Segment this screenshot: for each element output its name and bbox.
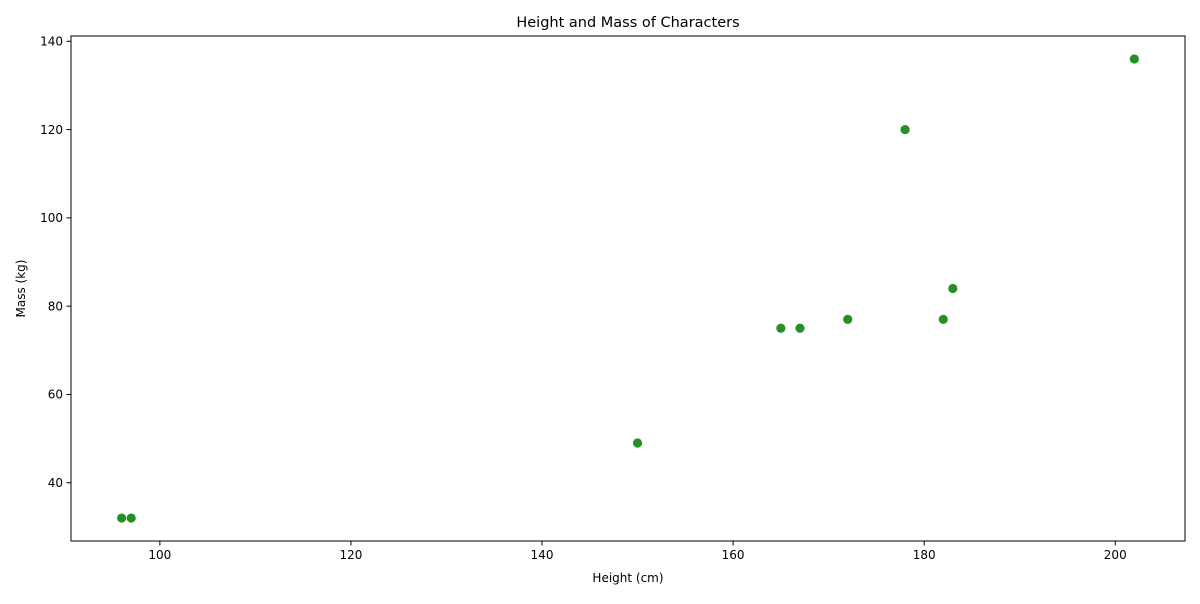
data-point-6: [776, 323, 786, 333]
data-point-1: [795, 323, 805, 333]
x-tick-label: 180: [913, 548, 936, 562]
x-axis-label: Height (cm): [592, 571, 663, 585]
y-tick-label: 40: [48, 476, 63, 490]
y-tick-label: 80: [48, 299, 63, 313]
data-point-8: [948, 283, 958, 294]
x-tick-label: 200: [1104, 548, 1127, 562]
points-layer: [117, 54, 1139, 523]
x-tick-label: 140: [531, 548, 554, 562]
data-point-9: [938, 314, 948, 325]
y-tick-label: 140: [40, 35, 63, 49]
x-tick-label: 160: [722, 548, 745, 562]
x-tick-label: 120: [339, 548, 362, 562]
y-axis-label: Mass (kg): [14, 260, 28, 318]
x-tick-label: 100: [148, 548, 171, 562]
data-point-3: [1129, 54, 1139, 64]
y-tick-label: 120: [40, 123, 63, 137]
y-tick-label: 100: [40, 211, 63, 225]
data-point-0: [843, 314, 853, 325]
y-axis-ticks: 40 60 80 100 120 140: [40, 35, 71, 490]
chart-title: Height and Mass of Characters: [516, 15, 739, 31]
data-point-5: [900, 124, 910, 135]
plot-frame: [70, 35, 1186, 542]
data-point-4: [632, 438, 643, 448]
y-tick-label: 60: [48, 388, 63, 402]
x-axis-ticks: 100 120 140 160 180 200: [148, 541, 1127, 562]
data-point-7: [126, 513, 136, 523]
data-point-2: [117, 513, 127, 523]
